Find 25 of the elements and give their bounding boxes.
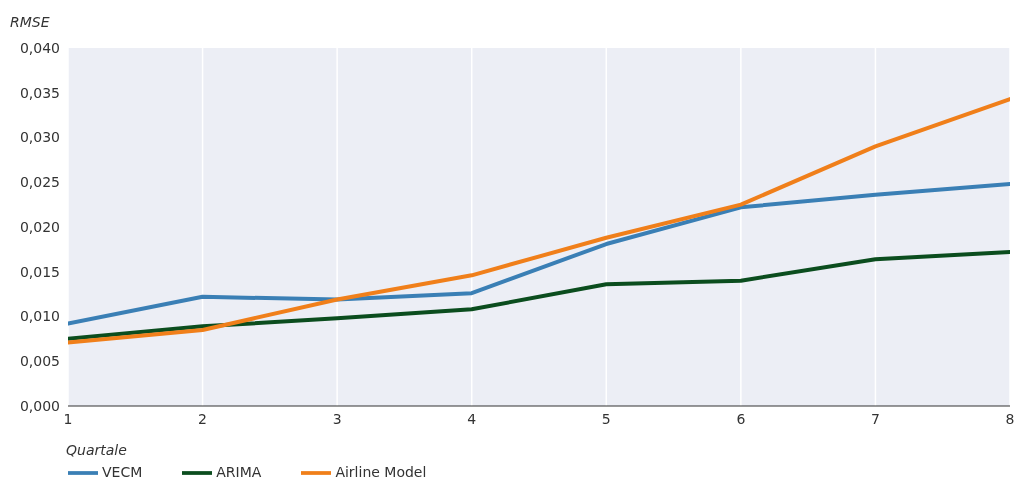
line-series [68,182,1010,326]
x-tick-label: 6 [736,410,746,427]
x-axis-title: Quartale [66,442,127,458]
y-tick-label: 0,005 [19,353,60,370]
y-tick-label: 0,040 [19,39,60,56]
y-tick-label: 0,015 [19,263,60,280]
y-tick-label: 0,000 [19,397,60,414]
y-tick-label: 0,025 [19,174,60,191]
y-tick-label: 0,030 [19,129,60,146]
y-tick-label: 0,035 [19,84,60,101]
x-tick-label: 1 [63,410,73,427]
x-tick-label: 4 [467,410,477,427]
x-tick-label: 3 [332,410,342,427]
x-tick-label: 2 [198,410,208,427]
legend-label: VECM [102,464,143,480]
legend-label: ARIMA [216,464,262,480]
line-series [68,97,1010,345]
legend-label: Airline Model [335,464,427,480]
y-axis-title: RMSE [10,14,50,30]
line-series [68,250,1010,341]
x-tick-label: 8 [1005,410,1015,427]
x-tick-label: 5 [601,410,611,427]
y-tick-label: 0,020 [19,218,60,235]
y-tick-label: 0,010 [19,308,60,325]
x-tick-label: 7 [870,410,880,427]
